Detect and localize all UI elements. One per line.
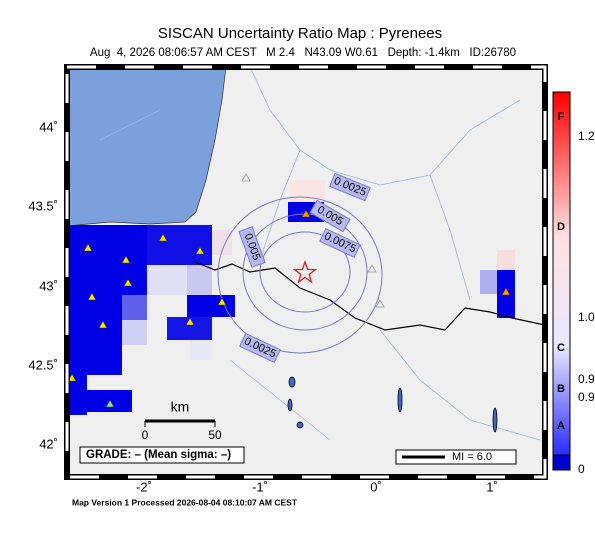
label-box bbox=[239, 332, 281, 364]
lakes bbox=[287, 376, 498, 433]
scale-bar: km 0 50 bbox=[142, 399, 222, 442]
station bbox=[105, 399, 115, 408]
colorbar-tick: 0.9 bbox=[578, 372, 595, 386]
lat-label: 42˚ bbox=[39, 436, 58, 451]
colorbar-labels: F D C B A 1.2 1.0 0.9 0.9 0 bbox=[557, 111, 595, 476]
grade: GRADE: – (Mean sigma: –) bbox=[86, 449, 231, 461]
lon-label: -2˚ bbox=[136, 479, 152, 494]
grade-letter: F bbox=[558, 111, 565, 123]
colorbar-tick: 1.2 bbox=[578, 129, 595, 143]
grade-box bbox=[79, 446, 245, 464]
border bbox=[194, 261, 545, 331]
mi-box bbox=[395, 449, 517, 465]
inactive-stations bbox=[241, 173, 385, 308]
colorbar-tick: 1.0 bbox=[578, 310, 595, 324]
colorbar-tick: 0.9 bbox=[578, 390, 595, 404]
label-box bbox=[329, 172, 371, 202]
grade-letter: C bbox=[557, 342, 565, 354]
triggered-stations bbox=[301, 209, 511, 296]
scale-unit: km bbox=[171, 399, 190, 415]
scale-end: 50 bbox=[208, 428, 222, 442]
footer: Map Version 1 Processed 2026-08-04 08:10… bbox=[72, 497, 298, 507]
label-box bbox=[309, 199, 351, 233]
lon-label: 0˚ bbox=[370, 479, 382, 494]
colorbar bbox=[552, 91, 571, 456]
mi: MI = 6.0 bbox=[452, 451, 492, 463]
label-box bbox=[238, 226, 266, 268]
sea bbox=[67, 67, 227, 227]
scale-start: 0 bbox=[142, 428, 149, 442]
map-area bbox=[67, 67, 545, 477]
epicenter bbox=[292, 260, 318, 284]
rivers bbox=[99, 67, 541, 441]
grade-letter: B bbox=[557, 383, 565, 395]
title: SISCAN Uncertainty Ratio Map : Pyrenees bbox=[158, 25, 442, 42]
colorbar-base bbox=[552, 454, 571, 471]
frame-ticks bbox=[65, 65, 547, 479]
colorbar-tick: 0 bbox=[578, 462, 585, 476]
axis-labels: 44˚ 43.5˚ 43˚ 42.5˚ 42˚ -2˚ -1˚ 0˚ 1˚ bbox=[28, 119, 497, 494]
subtitle: Aug 4, 2026 08:06:57 AM CEST M 2.4 N43.0… bbox=[90, 47, 516, 59]
lon-label: 1˚ bbox=[486, 479, 498, 494]
grade-letter: A bbox=[557, 420, 565, 432]
lat-label: 43.5˚ bbox=[28, 198, 58, 213]
grade-letter: D bbox=[557, 221, 565, 233]
lat-label: 42.5˚ bbox=[28, 357, 58, 372]
label-box bbox=[319, 227, 361, 259]
lat-label: 44˚ bbox=[39, 119, 58, 134]
lon-label: -1˚ bbox=[252, 479, 268, 494]
lat-label: 43˚ bbox=[39, 278, 58, 293]
